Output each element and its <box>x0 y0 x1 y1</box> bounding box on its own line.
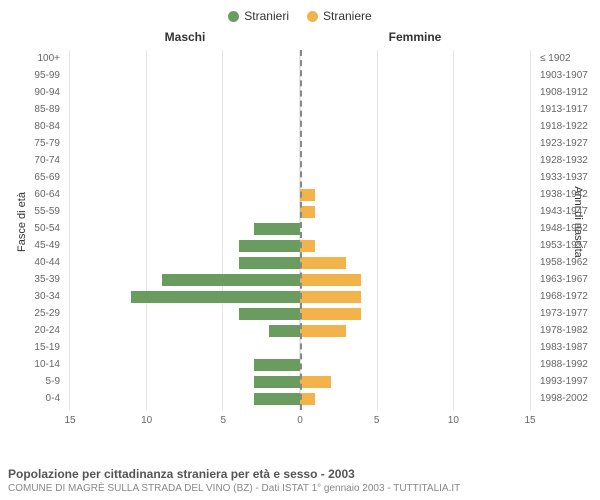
bar-male <box>269 325 300 337</box>
age-label: 90-94 <box>0 84 64 101</box>
birth-year-label: 1993-1997 <box>536 373 600 390</box>
birth-year-label: 1963-1967 <box>536 271 600 288</box>
x-tick-label: 15 <box>524 415 535 426</box>
age-label: 20-24 <box>0 322 64 339</box>
birth-year-label: 1968-1972 <box>536 288 600 305</box>
bar-female <box>300 189 315 201</box>
legend-item-female: Straniere <box>307 6 372 26</box>
bar-male <box>254 376 300 388</box>
plot-left <box>70 50 300 410</box>
age-label: 0-4 <box>0 390 64 407</box>
age-label: 60-64 <box>0 186 64 203</box>
birth-year-label: 1918-1922 <box>536 118 600 135</box>
legend: Stranieri Straniere <box>0 0 600 26</box>
bar-male <box>254 223 300 235</box>
age-label: 55-59 <box>0 203 64 220</box>
birth-year-label: 1923-1927 <box>536 135 600 152</box>
bar-male <box>239 308 300 320</box>
x-tick-label: 5 <box>374 415 380 426</box>
age-label: 65-69 <box>0 169 64 186</box>
age-label: 45-49 <box>0 237 64 254</box>
age-label: 100+ <box>0 50 64 67</box>
gridline <box>377 50 378 410</box>
x-tick-label: 15 <box>64 415 75 426</box>
age-label: 25-29 <box>0 305 64 322</box>
swatch-male <box>228 11 239 22</box>
age-label: 10-14 <box>0 356 64 373</box>
birth-year-label: 1943-1947 <box>536 203 600 220</box>
birth-year-label: 1998-2002 <box>536 390 600 407</box>
age-label: 40-44 <box>0 254 64 271</box>
legend-label-male: Stranieri <box>244 9 289 23</box>
birth-year-label: 1948-1952 <box>536 220 600 237</box>
bar-male <box>162 274 300 286</box>
birth-year-label: 1958-1962 <box>536 254 600 271</box>
gridline <box>69 50 70 410</box>
age-label: 80-84 <box>0 118 64 135</box>
bar-male <box>254 393 300 405</box>
chart-title: Popolazione per cittadinanza straniera p… <box>8 467 592 481</box>
bar-female <box>300 325 346 337</box>
birth-year-label: 1938-1942 <box>536 186 600 203</box>
gridline <box>530 50 531 410</box>
birth-year-label: 1978-1982 <box>536 322 600 339</box>
x-tick-label: 10 <box>448 415 459 426</box>
birth-year-label: 1983-1987 <box>536 339 600 356</box>
birth-year-label: 1928-1932 <box>536 152 600 169</box>
column-title-left: Maschi <box>70 30 300 44</box>
legend-label-female: Straniere <box>323 9 372 23</box>
age-label: 75-79 <box>0 135 64 152</box>
swatch-female <box>307 11 318 22</box>
bar-female <box>300 291 361 303</box>
chart-area: Maschi Femmine Fasce di età Anni di nasc… <box>0 26 600 446</box>
birth-year-label: 1908-1912 <box>536 84 600 101</box>
bar-male <box>254 359 300 371</box>
bar-female <box>300 393 315 405</box>
age-label: 15-19 <box>0 339 64 356</box>
bar-male <box>239 257 300 269</box>
birth-year-label: 1903-1907 <box>536 67 600 84</box>
birth-year-label: 1973-1977 <box>536 305 600 322</box>
gridline <box>222 50 223 410</box>
age-label: 30-34 <box>0 288 64 305</box>
chart-subtitle: COMUNE DI MAGRÈ SULLA STRADA DEL VINO (B… <box>8 483 592 494</box>
birth-year-label: 1933-1937 <box>536 169 600 186</box>
bar-female <box>300 240 315 252</box>
bar-female <box>300 308 361 320</box>
plot-right <box>300 50 530 410</box>
age-label: 50-54 <box>0 220 64 237</box>
bar-male <box>239 240 300 252</box>
birth-year-label: ≤ 1902 <box>536 50 600 67</box>
bar-female <box>300 206 315 218</box>
age-label: 85-89 <box>0 101 64 118</box>
birth-year-label: 1913-1917 <box>536 101 600 118</box>
x-tick-label: 10 <box>141 415 152 426</box>
x-tick-label: 5 <box>221 415 227 426</box>
bar-female <box>300 376 331 388</box>
age-label: 95-99 <box>0 67 64 84</box>
center-divider <box>300 50 302 410</box>
legend-item-male: Stranieri <box>228 6 289 26</box>
age-label: 70-74 <box>0 152 64 169</box>
bar-female <box>300 274 361 286</box>
footer: Popolazione per cittadinanza straniera p… <box>8 467 592 494</box>
gridline <box>146 50 147 410</box>
gridline <box>453 50 454 410</box>
age-label: 5-9 <box>0 373 64 390</box>
column-title-right: Femmine <box>300 30 530 44</box>
x-tick-label: 0 <box>297 415 303 426</box>
bar-male <box>131 291 300 303</box>
age-label: 35-39 <box>0 271 64 288</box>
bar-female <box>300 257 346 269</box>
birth-year-label: 1988-1992 <box>536 356 600 373</box>
birth-year-label: 1953-1957 <box>536 237 600 254</box>
